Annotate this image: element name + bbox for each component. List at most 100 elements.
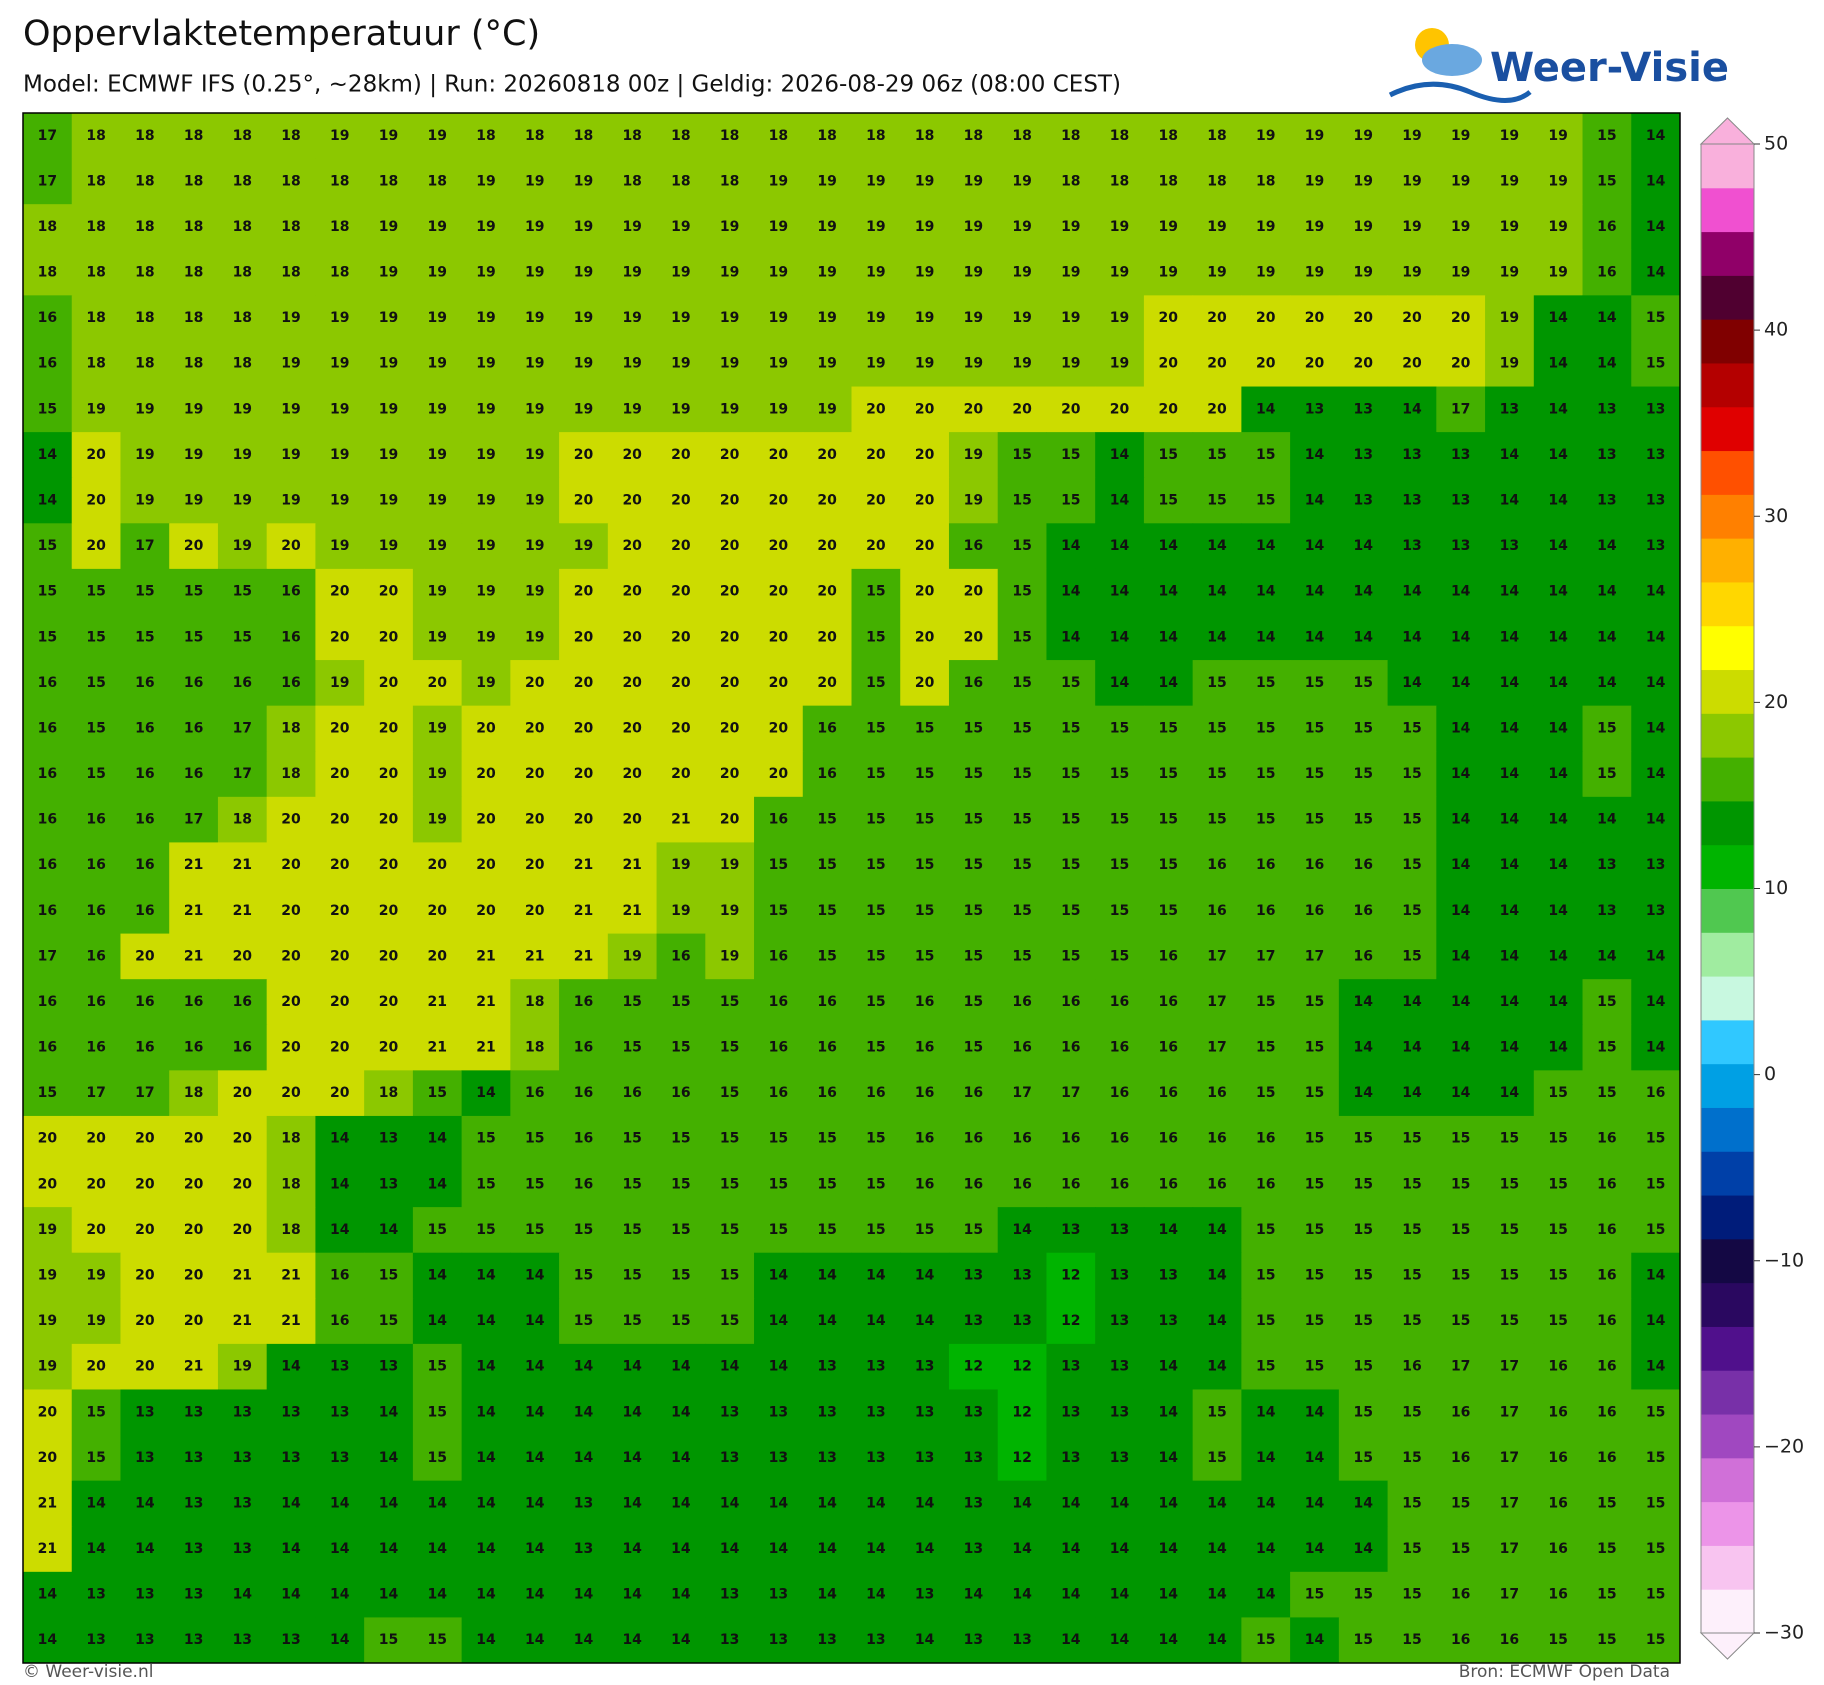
colorbar-swatch	[1701, 362, 1754, 408]
temperature-label: 14	[769, 1495, 789, 1511]
temperature-cell	[23, 295, 73, 342]
temperature-label: 14	[476, 1541, 496, 1557]
temperature-label: 16	[38, 812, 57, 828]
temperature-cell	[1290, 1389, 1340, 1436]
temperature-cell	[510, 1252, 560, 1299]
temperature-label: 15	[915, 766, 934, 782]
temperature-cell	[1485, 1070, 1535, 1117]
temperature-cell	[1046, 158, 1096, 205]
temperature-cell	[948, 979, 999, 1026]
temperature-cell	[461, 340, 511, 388]
temperature-cell	[1631, 1161, 1681, 1208]
temperature-label: 19	[769, 310, 788, 326]
temperature-label: 17	[1012, 1085, 1031, 1101]
temperature-label: 15	[1012, 538, 1031, 554]
temperature-cell	[364, 1115, 414, 1163]
temperature-cell	[997, 1298, 1047, 1345]
temperature-cell	[1338, 1115, 1389, 1163]
temperature-label: 13	[574, 1495, 593, 1511]
temperature-cell	[510, 979, 560, 1026]
temperature-label: 13	[1646, 447, 1665, 463]
temperature-label: 14	[86, 1495, 106, 1511]
temperature-cell	[461, 751, 511, 798]
temperature-label: 14	[476, 1632, 496, 1648]
temperature-cell	[315, 660, 365, 707]
temperature-label: 15	[1597, 766, 1616, 782]
temperature-label: 18	[428, 173, 447, 189]
temperature-cell	[1338, 113, 1389, 160]
temperature-cell	[851, 477, 901, 524]
temperature-label: 14	[1305, 493, 1325, 509]
temperature-cell	[754, 295, 804, 342]
temperature-cell	[315, 1161, 365, 1208]
temperature-cell	[1631, 204, 1681, 251]
temperature-label: 20	[720, 447, 740, 463]
temperature-cell	[169, 796, 219, 843]
temperature-label: 15	[1061, 675, 1080, 691]
temperature-label: 14	[330, 1632, 350, 1648]
temperature-label: 19	[915, 173, 934, 189]
temperature-label: 13	[1061, 1359, 1080, 1375]
temperature-label: 15	[1012, 857, 1031, 873]
temperature-label: 20	[720, 584, 740, 600]
temperature-cell	[461, 614, 511, 661]
temperature-cell	[217, 295, 268, 342]
temperature-cell	[1436, 705, 1486, 752]
temperature-label: 14	[476, 1587, 496, 1603]
temperature-cell	[364, 660, 414, 707]
temperature-cell	[559, 660, 609, 707]
colorbar-swatch	[1701, 1019, 1754, 1065]
temperature-label: 15	[1646, 1587, 1665, 1603]
temperature-cell	[754, 523, 804, 570]
temperature-label: 19	[1451, 128, 1470, 144]
temperature-cell	[71, 1115, 121, 1163]
temperature-label: 16	[1061, 1176, 1080, 1192]
temperature-label: 18	[38, 219, 57, 235]
temperature-label: 18	[281, 1222, 300, 1238]
temperature-label: 19	[964, 219, 983, 235]
temperature-cell	[266, 751, 316, 798]
temperature-label: 20	[622, 538, 642, 554]
temperature-cell	[23, 1389, 73, 1436]
temperature-cell	[169, 523, 219, 570]
temperature-cell	[1485, 1161, 1535, 1208]
temperature-cell	[1143, 751, 1194, 798]
temperature-cell	[1143, 1024, 1194, 1071]
temperature-cell	[1436, 1389, 1486, 1436]
temperature-cell	[217, 705, 268, 752]
temperature-cell	[900, 1343, 950, 1390]
footer-right: Bron: ECMWF Open Data	[1459, 1662, 1670, 1681]
temperature-cell	[900, 249, 950, 296]
temperature-label: 15	[915, 812, 934, 828]
temperature-cell	[607, 705, 658, 752]
temperature-cell	[120, 796, 170, 843]
temperature-label: 15	[1256, 766, 1275, 782]
temperature-cell	[802, 386, 852, 433]
temperature-cell	[851, 1389, 901, 1436]
title: Oppervlaktetemperatuur (°C)	[23, 14, 540, 54]
temperature-cell	[315, 1435, 365, 1482]
temperature-label: 13	[184, 1632, 203, 1648]
temperature-cell	[559, 1343, 609, 1390]
temperature-cell	[510, 295, 560, 342]
temperature-cell	[1241, 751, 1291, 798]
temperature-cell	[412, 1617, 463, 1664]
temperature-label: 19	[428, 629, 447, 645]
temperature-label: 14	[379, 1222, 399, 1238]
temperature-label: 13	[1646, 857, 1665, 873]
temperature-label: 14	[476, 1450, 496, 1466]
temperature-cell	[23, 614, 73, 661]
temperature-cell	[1290, 113, 1340, 160]
temperature-label: 15	[1305, 1085, 1324, 1101]
temperature-cell	[217, 158, 268, 205]
temperature-label: 16	[817, 1040, 836, 1056]
temperature-label: 15	[1646, 310, 1665, 326]
temperature-cell	[1485, 204, 1535, 251]
temperature-cell	[120, 340, 170, 388]
temperature-label: 19	[915, 356, 934, 372]
temperature-cell	[71, 1526, 121, 1573]
temperature-cell	[510, 1617, 560, 1664]
temperature-cell	[510, 204, 560, 251]
temperature-label: 14	[1256, 1495, 1276, 1511]
temperature-cell	[1046, 386, 1096, 433]
